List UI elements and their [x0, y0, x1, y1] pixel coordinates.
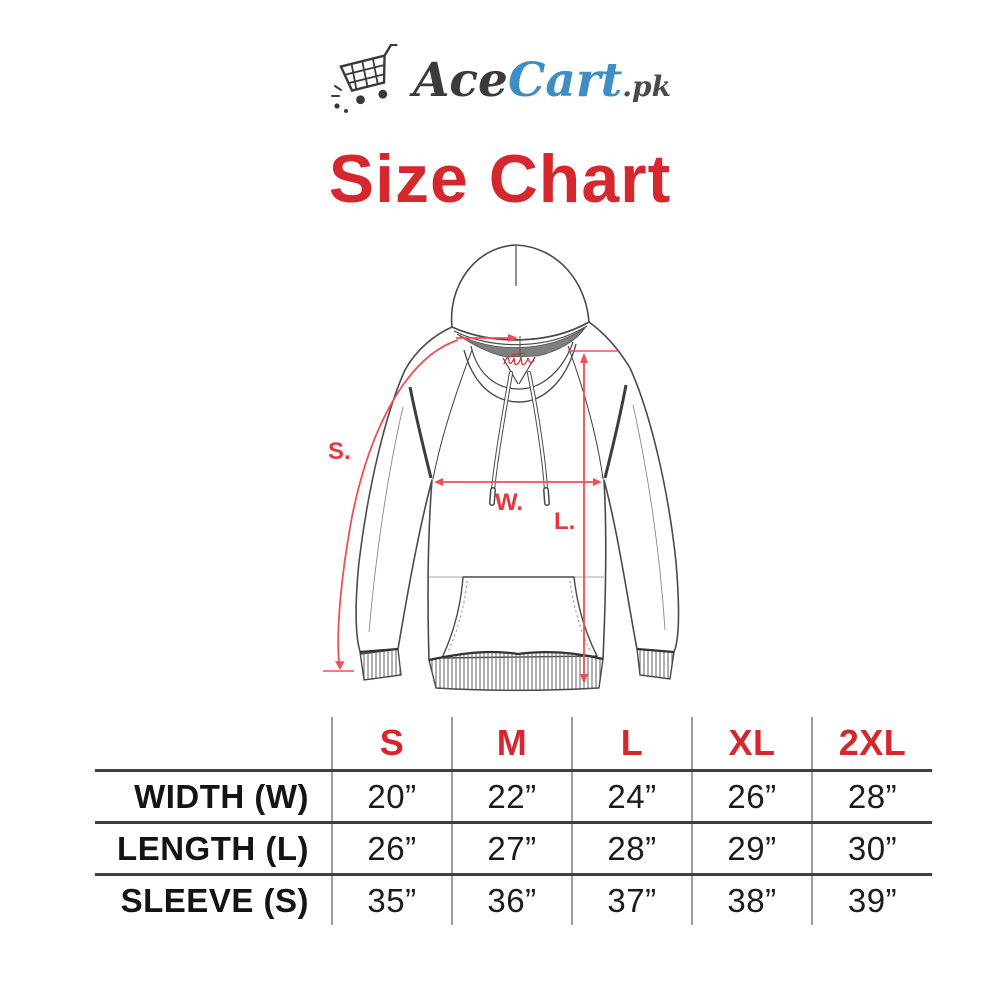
size-value-cell: 30” — [811, 821, 932, 875]
brand-logo: AceCart.pk — [0, 40, 1000, 120]
sleeve-fold-lines — [368, 404, 666, 633]
size-value-cell: 26” — [691, 769, 812, 823]
kangaroo-pocket — [429, 576, 604, 659]
size-column-header-s: S — [331, 717, 452, 771]
measurement-labels: S. W. L. — [328, 438, 575, 535]
size-value-cell: 24” — [571, 769, 692, 823]
size-column-header-xl: XL — [691, 717, 812, 771]
measurement-lines — [323, 337, 617, 679]
sleeve-measure-label: S. — [328, 438, 351, 465]
collar-brand-script-icon — [503, 352, 535, 366]
measurement-row-label: WIDTH (W) — [95, 769, 332, 823]
width-measure-label: W. — [495, 489, 523, 516]
size-column-header-2xl: 2XL — [811, 717, 932, 771]
raglan-seams — [408, 345, 628, 480]
size-value-cell: 29” — [691, 821, 812, 875]
size-table: S M L XL 2XL WIDTH (W) 20” 22” 24” 26” 2… — [95, 717, 932, 925]
length-measure-label: L. — [554, 508, 575, 535]
hoodie-drawing: S. W. L. — [323, 244, 680, 691]
size-value-cell: 26” — [331, 821, 452, 875]
table-row-sleeve: SLEEVE (S) 35” 36” 37” 38” 39” — [95, 873, 932, 925]
size-value-cell: 20” — [331, 769, 452, 823]
size-table-header-row: S M L XL 2XL — [95, 717, 932, 771]
hem-band — [428, 650, 604, 691]
size-value-cell: 28” — [571, 821, 692, 875]
size-value-cell: 35” — [331, 873, 452, 925]
hood-lining — [456, 327, 586, 358]
measurement-row-label: SLEEVE (S) — [95, 873, 332, 925]
shopping-cart-icon — [330, 44, 398, 113]
table-row-width: WIDTH (W) 20” 22” 24” 26” 28” — [95, 769, 932, 823]
cuffs — [359, 647, 675, 681]
size-column-header-l: L — [571, 717, 692, 771]
hood — [450, 244, 590, 358]
brand-text-cart: Cart — [507, 52, 623, 108]
size-value-cell: 28” — [811, 769, 932, 823]
size-value-cell: 22” — [451, 769, 572, 823]
drawstrings — [489, 370, 550, 506]
brand-text-pk: .pk — [622, 69, 672, 103]
hoodie-measurement-diagram: S. W. L. — [306, 232, 706, 714]
size-value-cell: 27” — [451, 821, 572, 875]
table-corner-cell — [95, 717, 332, 771]
size-value-cell: 36” — [451, 873, 572, 925]
brand-wordmark: AceCart.pk — [413, 57, 671, 104]
size-value-cell: 37” — [571, 873, 692, 925]
page-title: Size Chart — [328, 141, 672, 217]
table-row-length: LENGTH (L) 26” 27” 28” 29” 30” — [95, 821, 932, 875]
measurement-row-label: LENGTH (L) — [95, 821, 332, 875]
size-value-cell: 38” — [691, 873, 812, 925]
size-value-cell: 39” — [811, 873, 932, 925]
size-column-header-m: M — [451, 717, 572, 771]
brand-text-ace: Ace — [412, 52, 508, 108]
measurement-arrowheads — [335, 334, 602, 684]
